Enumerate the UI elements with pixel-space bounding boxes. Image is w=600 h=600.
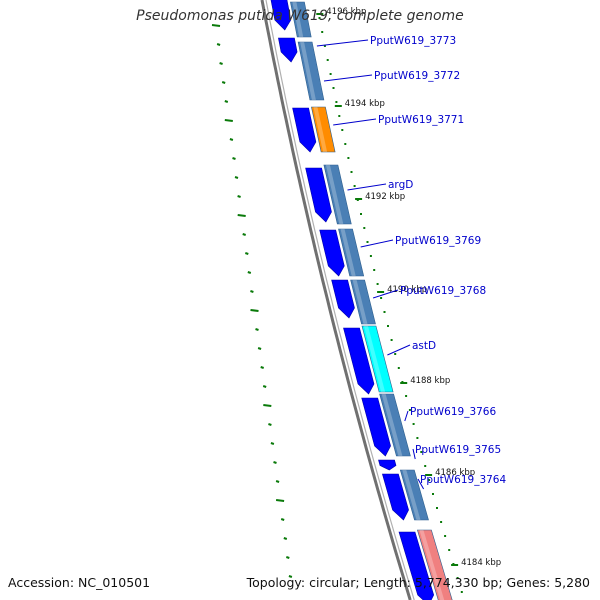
gene-leader-line — [404, 410, 409, 422]
inner-minor-tick — [237, 195, 241, 198]
inner-major-tick — [211, 24, 221, 27]
inner-minor-tick — [232, 157, 236, 160]
reverse-cds-block — [290, 1, 312, 38]
gene-leader-line — [347, 183, 387, 191]
reverse-cds-highlight — [364, 326, 386, 392]
reverse-cds-block — [350, 279, 376, 325]
inner-major-tick — [237, 214, 246, 217]
inner-minor-tick — [273, 461, 277, 464]
kbp-label: 4188 kbp — [410, 376, 450, 386]
gene-leader-line — [372, 289, 399, 299]
inner-major-tick — [263, 404, 272, 407]
inner-minor-tick — [283, 537, 288, 540]
reverse-cds-highlight — [419, 530, 445, 600]
genome-title: Pseudomonas putida W619, complete genome — [136, 8, 464, 24]
gene-leader-line — [387, 344, 411, 356]
reverse-cds-highlight — [300, 42, 316, 100]
inner-minor-tick — [275, 480, 280, 483]
inner-major-tick — [224, 119, 233, 122]
inner-minor-tick — [288, 575, 293, 578]
forward-cds-arrow — [361, 397, 391, 457]
gene-label: PputW619_3771 — [378, 114, 464, 126]
backbone-outer-line — [260, 0, 412, 600]
reverse-cds-block — [323, 164, 352, 225]
reverse-cds-block — [399, 469, 429, 521]
forward-cds-arrow — [331, 279, 355, 319]
inner-minor-tick — [221, 81, 226, 84]
reverse-cds-block — [297, 41, 325, 101]
kbp-label: 4192 kbp — [365, 192, 405, 202]
gene-label: PputW619_3765 — [415, 444, 501, 456]
forward-cds-arrow — [278, 37, 298, 63]
kbp-label: 4190 kbp — [387, 285, 427, 295]
inner-minor-tick — [270, 442, 275, 445]
topology-summary: Topology: circular; Length: 5,774,330 bp… — [246, 575, 590, 590]
reverse-cds-highlight — [381, 394, 403, 456]
inner-major-tick — [275, 499, 285, 502]
backbone-inner-line — [265, 0, 415, 600]
reverse-cds-block — [338, 228, 365, 277]
kbp-label: 4184 kbp — [461, 558, 501, 568]
reverse-cds-block — [416, 529, 453, 600]
gene-label: PputW619_3772 — [374, 70, 460, 82]
gene-leader-line — [412, 448, 416, 460]
reverse-cds-highlight — [325, 165, 344, 224]
inner-minor-tick — [234, 176, 239, 179]
inner-minor-tick — [229, 138, 234, 141]
forward-cds-arrow — [292, 107, 317, 153]
forward-cds-arrow — [343, 327, 375, 395]
gene-label: PputW619_3773 — [370, 35, 456, 47]
inner-minor-tick — [250, 290, 254, 293]
reverse-cds-highlight — [402, 470, 421, 520]
inner-minor-tick — [224, 100, 229, 103]
inner-minor-tick — [262, 385, 267, 388]
reverse-cds-block — [311, 106, 336, 153]
reverse-cds-highlight — [292, 2, 304, 37]
kbp-label: 4186 kbp — [435, 468, 475, 478]
reverse-cds-block — [379, 393, 411, 457]
reverse-cds-highlight — [340, 229, 356, 276]
inner-minor-tick — [255, 328, 259, 331]
forward-cds-arrow — [378, 459, 397, 471]
gene-leader-line — [323, 74, 373, 82]
inner-minor-tick — [219, 62, 223, 65]
gene-label: PputW619_3769 — [395, 235, 481, 247]
reverse-cds-highlight — [352, 280, 368, 324]
gene-label: PputW619_3766 — [410, 406, 496, 418]
gene-label: PputW619_3764 — [420, 474, 506, 486]
kbp-label: 4194 kbp — [345, 99, 385, 109]
forward-cds-arrow — [382, 473, 409, 521]
inner-minor-tick — [257, 347, 262, 350]
forward-cds-arrow — [270, 0, 292, 31]
reverse-cds-block — [361, 325, 394, 393]
accession-text: Accession: NC_010501 — [8, 575, 151, 590]
reverse-cds-highlight — [313, 107, 328, 152]
gene-label: astD — [412, 340, 436, 352]
inner-minor-tick — [285, 556, 290, 559]
inner-minor-tick — [268, 423, 272, 426]
inner-minor-tick — [247, 271, 252, 274]
gene-leader-line — [360, 239, 394, 248]
forward-cds-arrow — [319, 229, 345, 277]
forward-cds-arrow — [398, 531, 435, 600]
gene-label: argD — [388, 179, 413, 191]
inner-minor-tick — [216, 43, 221, 46]
forward-cds-arrow — [305, 167, 332, 223]
inner-minor-tick — [260, 366, 265, 369]
inner-minor-tick — [244, 252, 249, 255]
inner-major-tick — [250, 309, 259, 312]
gene-leader-line — [333, 118, 377, 126]
inner-minor-tick — [242, 233, 247, 236]
gene-label: PputW619_3768 — [400, 285, 486, 297]
kbp-label: 4196 kbp — [326, 7, 366, 17]
gene-leader-line — [316, 39, 369, 47]
gene-leader-line — [417, 478, 425, 490]
inner-minor-tick — [280, 518, 285, 521]
